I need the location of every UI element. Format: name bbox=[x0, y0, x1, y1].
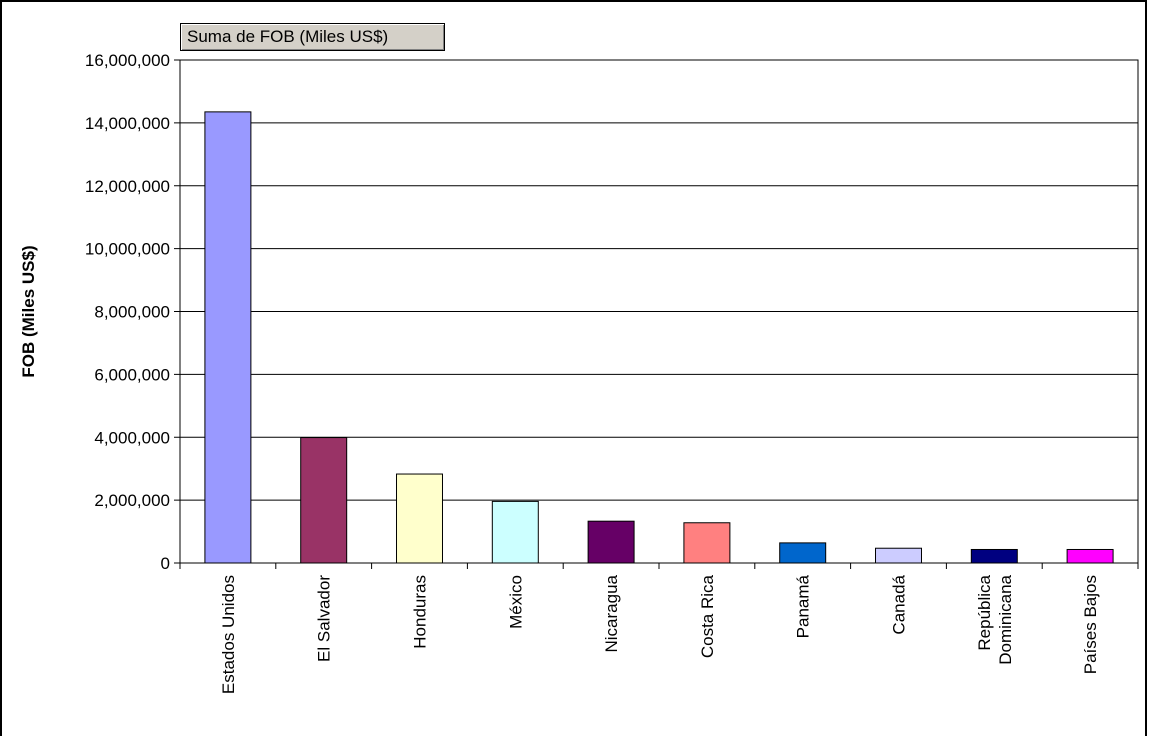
x-tick-label: Panamá bbox=[794, 574, 813, 638]
x-tick-label-line: Panamá bbox=[794, 574, 813, 638]
bar bbox=[587, 520, 635, 564]
bar bbox=[300, 437, 348, 564]
bar bbox=[491, 500, 539, 564]
x-tick-label: El Salvador bbox=[315, 575, 334, 662]
x-tick-label-line: Honduras bbox=[411, 575, 430, 649]
x-tick-label-line: Costa Rica bbox=[698, 574, 717, 658]
y-tick-label: 2,000,000 bbox=[94, 491, 170, 510]
y-tick-label: 8,000,000 bbox=[94, 303, 170, 322]
x-tick-label-line: Dominicana bbox=[996, 574, 1015, 664]
y-tick-label: 10,000,000 bbox=[85, 240, 170, 259]
x-tick-label: Honduras bbox=[411, 575, 430, 649]
x-tick-label: Nicaragua bbox=[602, 574, 621, 652]
bar bbox=[204, 111, 252, 564]
pivot-field-button[interactable]: Suma de FOB (Miles US$) bbox=[180, 23, 445, 51]
bar bbox=[683, 522, 731, 564]
y-tick-label: 0 bbox=[161, 554, 170, 573]
x-tick-label-line: México bbox=[506, 575, 525, 629]
y-axis-title: FOB (Miles US$) bbox=[19, 245, 38, 377]
x-tick-label: República Dominicana bbox=[975, 574, 1015, 664]
bar bbox=[875, 547, 922, 564]
x-tick-label-line: Canadá bbox=[890, 574, 909, 634]
y-tick-label: 12,000,000 bbox=[85, 177, 170, 196]
y-tick-label: 14,000,000 bbox=[85, 114, 170, 133]
bar bbox=[396, 473, 443, 564]
x-tick-label: Estados Unidos bbox=[219, 575, 238, 694]
x-tick-label-line: El Salvador bbox=[315, 575, 334, 662]
x-tick-label: Canadá bbox=[890, 574, 909, 634]
x-tick-label: México bbox=[506, 575, 525, 629]
bar bbox=[1066, 548, 1114, 564]
x-tick-label-line: Estados Unidos bbox=[219, 575, 238, 694]
y-tick-label: 4,000,000 bbox=[94, 428, 170, 447]
bar bbox=[779, 542, 827, 564]
x-tick-label-line: República bbox=[975, 574, 994, 650]
x-tick-label: Costa Rica bbox=[698, 574, 717, 658]
y-tick-label: 16,000,000 bbox=[85, 51, 170, 70]
x-tick-label-line: Países Bajos bbox=[1081, 575, 1100, 674]
y-tick-label: 6,000,000 bbox=[94, 365, 170, 384]
bar bbox=[970, 548, 1018, 564]
x-tick-label: Países Bajos bbox=[1081, 575, 1100, 674]
x-tick-label-line: Nicaragua bbox=[602, 574, 621, 652]
